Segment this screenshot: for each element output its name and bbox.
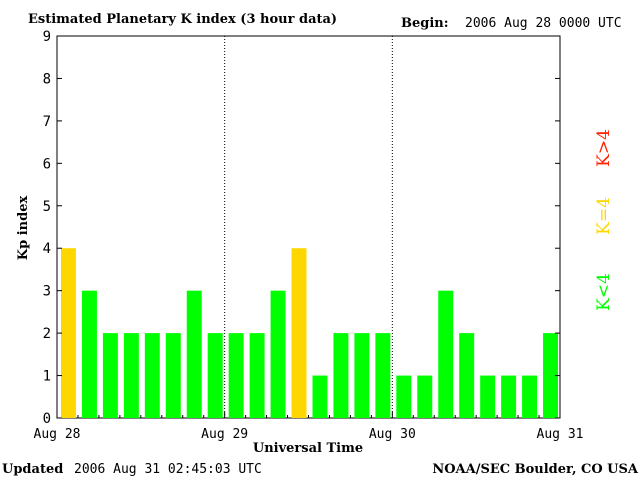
y-axis-label: Kp index — [16, 196, 31, 261]
y-tick-label: 1 — [43, 369, 51, 385]
x-tick-label: Aug 30 — [369, 427, 416, 442]
kp-bar — [186, 290, 202, 418]
x-tick-label: Aug 29 — [201, 427, 248, 442]
kp-bar — [438, 290, 454, 418]
kp-bar — [102, 333, 118, 418]
x-axis-label: Universal Time — [253, 441, 363, 456]
kp-bar — [228, 333, 244, 418]
y-tick-label: 3 — [43, 284, 51, 300]
kp-bar — [144, 333, 160, 418]
y-tick-label: 5 — [43, 199, 51, 215]
plot-area — [56, 35, 561, 419]
kp-bar — [165, 333, 181, 418]
kp-bar — [375, 333, 391, 418]
source-credit: NOAA/SEC Boulder, CO USA — [432, 462, 639, 477]
x-tick-label: Aug 28 — [34, 427, 81, 442]
y-tick-label: 4 — [43, 241, 51, 257]
kp-bar — [459, 333, 475, 418]
kp-bar — [522, 375, 538, 418]
kp-bar — [123, 333, 139, 418]
y-tick-label: 9 — [43, 29, 51, 45]
kp-bar — [291, 248, 307, 418]
kp-bar — [312, 375, 328, 418]
kp-bar — [354, 333, 370, 418]
updated-label: Updated — [2, 462, 63, 477]
kp-bar — [501, 375, 517, 418]
legend-mid: K=4 — [594, 197, 614, 235]
chart-title: Estimated Planetary K index (3 hour data… — [28, 12, 337, 27]
y-tick-label: 7 — [43, 114, 51, 130]
y-tick-label: 8 — [43, 71, 51, 87]
kp-bar — [396, 375, 412, 418]
y-tick-label: 6 — [43, 156, 51, 172]
begin-value: 2006 Aug 28 0000 UTC — [465, 16, 622, 31]
kp-bars — [61, 248, 558, 418]
kp-bar — [270, 290, 286, 418]
kp-bar — [207, 333, 223, 418]
kp-bar — [61, 248, 76, 418]
kp-bar — [543, 333, 558, 418]
begin-label: Begin: — [401, 16, 449, 31]
kp-bar — [480, 375, 496, 418]
updated-value: 2006 Aug 31 02:45:03 UTC — [74, 462, 262, 477]
y-axis-ticks: 0 1 2 3 4 5 6 7 8 9 — [43, 29, 560, 427]
legend-low: K<4 — [594, 273, 614, 311]
kp-bar — [417, 375, 433, 418]
legend-high: K>4 — [594, 129, 614, 167]
kp-bar — [81, 290, 97, 418]
y-tick-label: 0 — [43, 411, 51, 427]
x-axis-ticks: Aug 28 Aug 29 Aug 30 Aug 31 — [34, 412, 584, 442]
y-tick-label: 2 — [43, 326, 51, 342]
kp-bar — [249, 333, 265, 418]
kp-bar — [333, 333, 349, 418]
day-gridlines — [224, 36, 393, 418]
x-tick-label: Aug 31 — [537, 427, 584, 442]
